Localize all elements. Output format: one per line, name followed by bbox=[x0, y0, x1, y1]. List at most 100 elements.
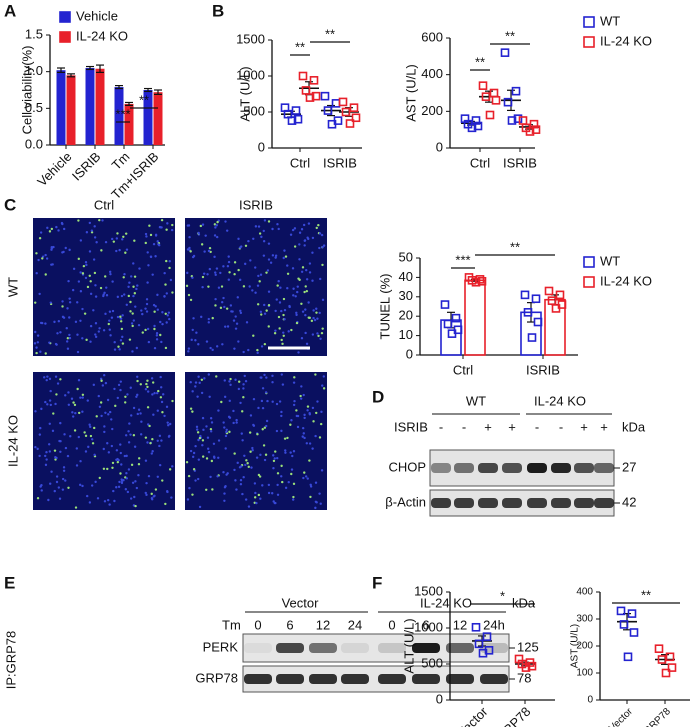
nucleus-dot bbox=[281, 480, 284, 484]
data-point bbox=[474, 639, 484, 649]
data-point bbox=[471, 277, 481, 287]
nucleus-dot bbox=[280, 464, 283, 468]
nucleus-dot bbox=[239, 311, 243, 315]
nucleus-dot bbox=[244, 380, 248, 383]
nucleus-dot bbox=[195, 428, 199, 431]
nucleus-dot bbox=[314, 434, 317, 438]
y-axis-title: Cell viability(%) bbox=[19, 46, 34, 135]
nucleus-dot bbox=[164, 283, 167, 286]
nucleus-dot bbox=[201, 223, 205, 226]
nucleus-dot bbox=[197, 343, 200, 346]
nucleus-dot bbox=[81, 396, 84, 399]
nucleus-dot bbox=[295, 313, 298, 317]
nucleus-dot bbox=[297, 277, 300, 280]
nucleus-dot bbox=[134, 305, 137, 308]
nucleus-dot bbox=[223, 395, 227, 399]
nucleus-dot bbox=[315, 307, 318, 310]
blot-band bbox=[244, 643, 272, 653]
nucleus-dot bbox=[322, 375, 326, 378]
nucleus-dot bbox=[286, 264, 289, 267]
blot-group: Vector bbox=[282, 595, 320, 610]
nucleus-dot bbox=[226, 264, 230, 268]
nucleus-dot bbox=[223, 426, 226, 429]
nucleus-dot bbox=[243, 262, 247, 266]
nucleus-dot bbox=[44, 322, 47, 325]
nucleus-dot bbox=[149, 441, 152, 445]
nucleus-dot bbox=[153, 391, 156, 395]
nucleus-dot bbox=[185, 461, 189, 464]
nucleus-dot bbox=[105, 294, 109, 297]
nucleus-dot bbox=[291, 267, 295, 270]
nucleus-dot bbox=[211, 348, 214, 352]
nucleus-dot bbox=[159, 396, 163, 399]
nucleus-dot bbox=[205, 488, 208, 491]
nucleus-dot bbox=[140, 420, 143, 423]
nucleus-dot bbox=[171, 291, 174, 294]
nucleus-dot bbox=[271, 381, 274, 384]
nucleus-dot bbox=[108, 328, 111, 331]
nucleus-dot bbox=[120, 479, 124, 483]
nucleus-dot bbox=[149, 233, 153, 237]
nucleus-dot bbox=[62, 466, 66, 469]
nucleus-dot bbox=[251, 446, 254, 450]
y-tick-label: 100 bbox=[576, 668, 593, 679]
nucleus-dot bbox=[45, 451, 48, 454]
nucleus-dot bbox=[67, 486, 70, 490]
nucleus-dot bbox=[209, 475, 212, 479]
data-point bbox=[440, 300, 450, 309]
nucleus-dot bbox=[303, 471, 306, 474]
nucleus-dot bbox=[274, 450, 277, 453]
nucleus-dot bbox=[146, 385, 149, 389]
nucleus-dot bbox=[317, 223, 320, 227]
nucleus-dot bbox=[164, 312, 167, 315]
nucleus-dot bbox=[209, 430, 213, 433]
nucleus-dot bbox=[253, 482, 257, 485]
nucleus-dot bbox=[201, 416, 205, 420]
nucleus-dot bbox=[61, 315, 65, 319]
nucleus-dot bbox=[308, 442, 312, 445]
nucleus-dot bbox=[195, 331, 198, 334]
nucleus-dot bbox=[286, 436, 289, 440]
band-label: GRP78 bbox=[195, 670, 238, 685]
nucleus-dot bbox=[290, 468, 294, 471]
nucleus-dot bbox=[132, 319, 136, 322]
nucleus-dot bbox=[154, 255, 157, 258]
nucleus-dot bbox=[96, 497, 100, 500]
nucleus-dot bbox=[313, 318, 317, 322]
nucleus-dot bbox=[293, 227, 297, 230]
nucleus-dot bbox=[215, 375, 218, 378]
nucleus-dot bbox=[267, 220, 271, 223]
nucleus-dot bbox=[307, 222, 311, 225]
nucleus-dot bbox=[312, 309, 315, 312]
nucleus-dot bbox=[161, 411, 164, 414]
data-point bbox=[513, 114, 523, 123]
nucleus-dot bbox=[144, 388, 148, 391]
nucleus-dot bbox=[201, 275, 205, 279]
nucleus-dot bbox=[89, 280, 92, 283]
nucleus-dot bbox=[261, 428, 264, 431]
nucleus-dot bbox=[157, 389, 160, 393]
nucleus-dot bbox=[267, 483, 271, 487]
nucleus-dot bbox=[192, 317, 195, 320]
nucleus-dot bbox=[293, 399, 296, 403]
nucleus-dot bbox=[84, 434, 88, 438]
nucleus-dot bbox=[296, 285, 299, 288]
nucleus-dot bbox=[261, 484, 264, 487]
nucleus-dot bbox=[229, 377, 232, 381]
nucleus-dot bbox=[264, 424, 268, 428]
nucleus-dot bbox=[202, 272, 206, 275]
nucleus-dot bbox=[92, 258, 96, 261]
nucleus-dot bbox=[102, 294, 105, 298]
nucleus-dot bbox=[145, 302, 149, 306]
nucleus-dot bbox=[280, 475, 283, 478]
nucleus-dot bbox=[288, 304, 291, 308]
nucleus-dot bbox=[125, 248, 129, 251]
nucleus-dot bbox=[237, 387, 241, 391]
nucleus-dot bbox=[49, 403, 53, 407]
nucleus-dot bbox=[76, 301, 79, 304]
nucleus-dot bbox=[278, 327, 281, 330]
nucleus-dot bbox=[122, 235, 125, 239]
nucleus-dot bbox=[133, 445, 137, 448]
nucleus-dot bbox=[62, 227, 66, 231]
nucleus-dot bbox=[254, 291, 257, 294]
